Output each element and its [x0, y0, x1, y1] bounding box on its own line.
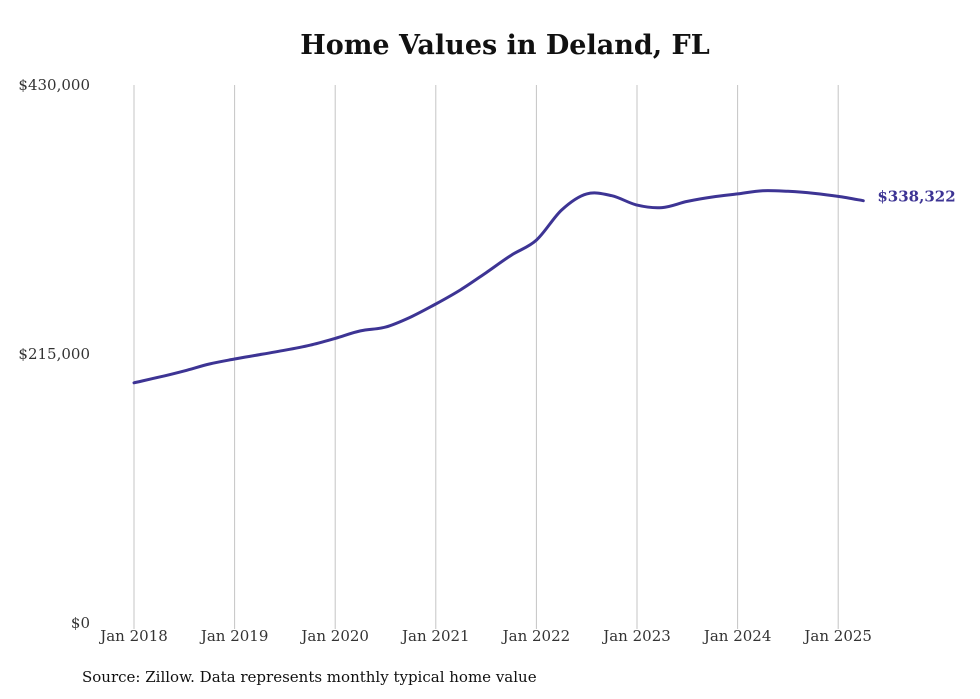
x-tick-label: Jan 2025 — [802, 627, 872, 645]
x-tick-label: Jan 2021 — [400, 627, 470, 645]
x-tick-label: Jan 2022 — [501, 627, 571, 645]
line-chart: $0$215,000$430,000 Jan 2018 Jan 2019 Jan 2… — [18, 76, 955, 645]
x-tick-label: Jan 2024 — [702, 627, 772, 645]
x-tick-label: Jan 2023 — [601, 627, 671, 645]
series-line — [132, 189, 865, 385]
y-tick-label: $215,000 — [18, 345, 90, 363]
y-tick-label: $430,000 — [18, 76, 90, 94]
gridlines — [133, 85, 839, 629]
y-axis-ticks: $0 $215,000 $430,000 — [18, 76, 90, 632]
x-tick-label: Jan 2019 — [199, 627, 269, 645]
x-tick-label: Jan 2018 — [98, 627, 168, 645]
end-value-label: $338,322 — [877, 188, 955, 206]
chart-title: Home Values in Deland, FL — [300, 30, 710, 61]
x-tick-label: Jan 2020 — [299, 627, 369, 645]
source-note: Source: Zillow. Data represents monthly … — [82, 668, 537, 686]
y-tick-label: $0 — [71, 614, 90, 632]
x-axis-ticks: Jan 2018 Jan 2019 Jan 2020 Jan 2021 Jan 2022… — [98, 627, 872, 645]
